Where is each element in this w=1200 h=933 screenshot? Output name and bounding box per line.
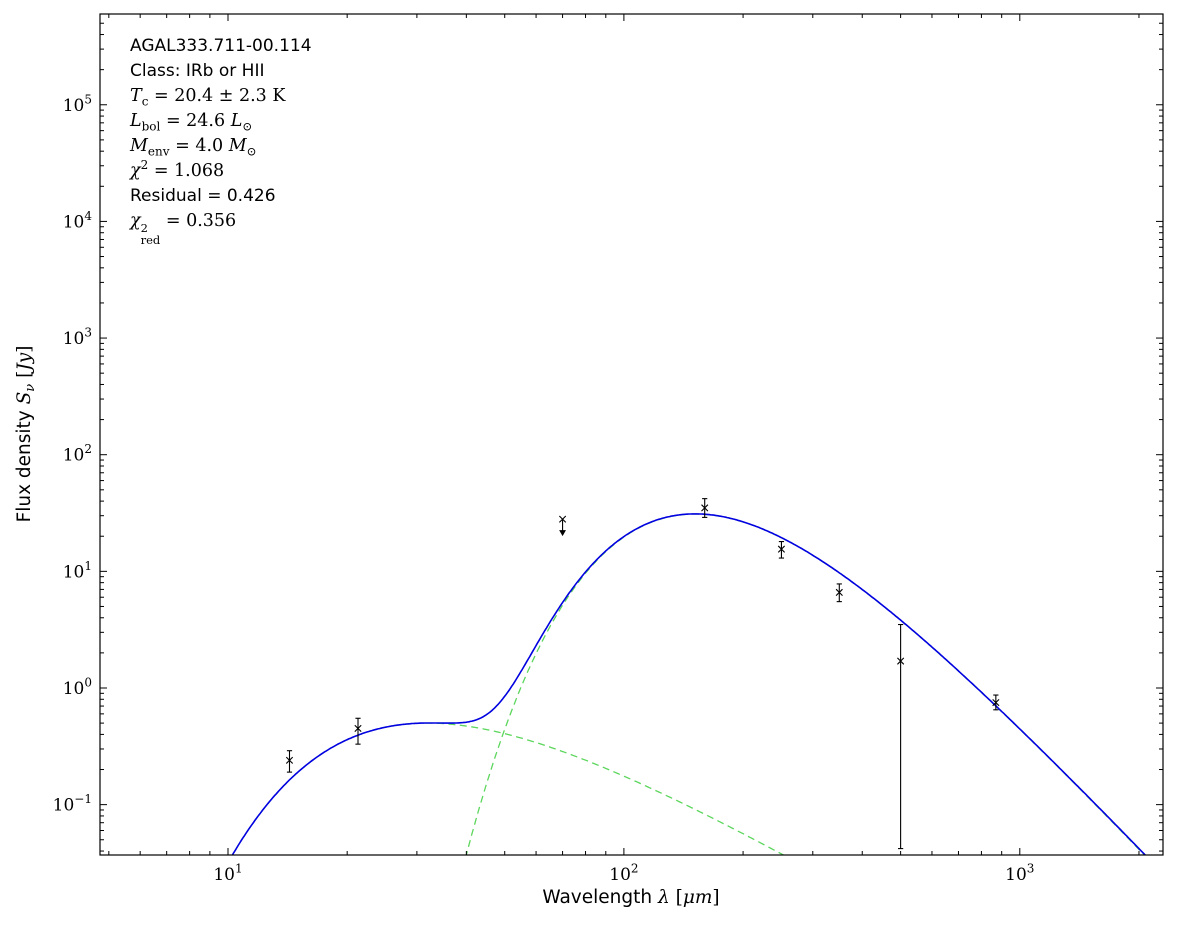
plot-generated-content: 101 102 103 10−1 100 101 102 103 104 105 — [53, 13, 1164, 885]
x-marker — [777, 545, 786, 553]
x-marker — [701, 504, 709, 512]
y-axis-unit-close: ] — [14, 346, 35, 353]
y-tick-label: 105 — [63, 92, 92, 116]
x-axis-label-text: Wavelength — [542, 887, 658, 908]
model-total-curve — [231, 513, 1147, 855]
envelope-mass-line: Menv = 4.0 M⊙ — [130, 134, 312, 159]
chi2red-subscript: red — [140, 233, 161, 248]
lsun-symbol: L — [230, 111, 243, 131]
reduced-chi-squared-line: χ 2 red = 0.356 — [130, 209, 312, 246]
chi2red-exponent: 2 — [140, 221, 148, 236]
y-axis-label-text: Flux density — [14, 404, 35, 522]
data-point — [285, 750, 294, 773]
y-axis-unit-open: [ — [14, 371, 35, 384]
jansky-symbol: Jy — [14, 352, 35, 374]
chi2-value: = 1.068 — [148, 161, 225, 181]
y-axis-label: Flux density Sν [Jy] — [14, 346, 38, 523]
x-marker — [992, 698, 1000, 707]
axis-ticks — [100, 13, 1163, 855]
source-name: AGAL333.711-00.114 — [130, 36, 312, 56]
class-label: Class: IRb or HII — [130, 61, 265, 81]
data-point — [835, 583, 843, 603]
x-marker — [835, 588, 843, 596]
data-point — [992, 694, 1000, 711]
tick-labels: 101 102 103 10−1 100 101 102 103 104 105 — [53, 92, 1035, 885]
model-curves — [231, 513, 1147, 855]
x-tick-label: 102 — [609, 862, 638, 886]
data-point — [558, 515, 567, 537]
x-marker — [354, 724, 362, 733]
tc-subscript: c — [141, 94, 149, 109]
y-tick-label: 100 — [63, 675, 92, 699]
y-tick-label: 103 — [63, 326, 92, 350]
chi-squared-line: χ2 = 1.068 — [130, 159, 312, 184]
x-marker — [285, 756, 294, 764]
msun-symbol: M — [228, 136, 247, 156]
micron-symbol: μm — [683, 887, 713, 908]
x-axis-label: Wavelength λ [μm] — [542, 887, 719, 908]
data-points — [285, 498, 1000, 850]
upper-limit-arrowhead — [559, 530, 566, 537]
y-tick-label: 101 — [63, 559, 92, 583]
msun-subscript: ⊙ — [246, 144, 257, 159]
lambda-symbol: λ — [657, 887, 670, 908]
lbol-subscript: bol — [141, 119, 161, 134]
chi2-symbol: χ — [130, 161, 141, 181]
x-marker — [558, 515, 567, 523]
chi2-exponent: 2 — [140, 158, 149, 173]
menv-symbol: M — [130, 136, 148, 156]
lbol-symbol: L — [130, 111, 142, 131]
data-point — [354, 717, 362, 745]
data-point — [701, 498, 709, 518]
residual-line: Residual = 0.426 — [130, 186, 276, 206]
tc-value: = 20.4 ± 2.3 K — [148, 86, 286, 106]
menv-subscript: env — [147, 144, 170, 159]
chi2red-symbol: χ — [130, 211, 141, 231]
y-tick-label: 104 — [63, 209, 93, 233]
tc-symbol: T — [130, 86, 142, 106]
x-axis-unit-open: [ — [670, 887, 683, 908]
dust-temperature-line: Tc = 20.4 ± 2.3 K — [130, 84, 312, 109]
annotation-block: AGAL333.711-00.114 Class: IRb or HII Tc … — [130, 34, 312, 246]
x-axis-unit-close: ] — [712, 887, 719, 908]
y-tick-label: 102 — [63, 442, 92, 466]
chi2red-supsub: 2 red — [141, 222, 161, 246]
data-point — [897, 623, 905, 850]
menv-value: = 4.0 — [169, 136, 229, 156]
x-tick-label: 103 — [1005, 862, 1034, 886]
flux-symbol: S — [14, 392, 35, 405]
data-point — [777, 541, 786, 559]
lbol-value: = 24.6 — [160, 111, 231, 131]
nu-subscript: ν — [23, 384, 38, 392]
axes-frame — [99, 13, 1164, 856]
x-tick-label: 101 — [213, 862, 242, 886]
y-tick-label: 10−1 — [53, 792, 92, 816]
chi2red-value: = 0.356 — [160, 211, 237, 231]
bolometric-luminosity-line: Lbol = 24.6 L⊙ — [130, 109, 312, 134]
x-marker — [897, 657, 905, 665]
lsun-subscript: ⊙ — [242, 119, 253, 134]
